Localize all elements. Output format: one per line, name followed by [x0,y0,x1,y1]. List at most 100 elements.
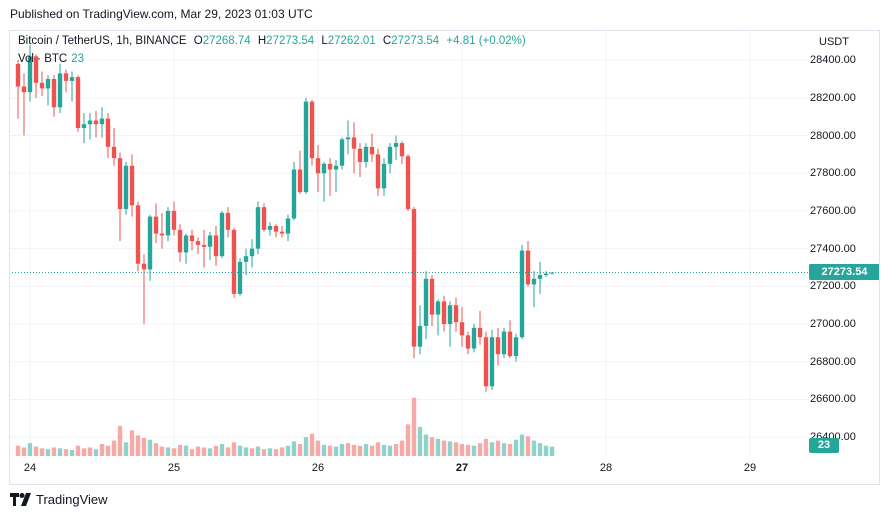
candle-body[interactable] [411,209,417,347]
candle-body[interactable] [195,241,201,245]
candle-body[interactable] [447,305,453,325]
candle-body[interactable] [321,163,327,174]
candle-body[interactable] [453,305,459,323]
candle-body[interactable] [171,210,177,230]
candle-body[interactable] [501,331,507,355]
candle-body[interactable] [489,337,495,387]
candle-body[interactable] [15,63,21,87]
candle-body[interactable] [297,169,303,193]
candle-body[interactable] [375,154,381,189]
candle-body[interactable] [525,250,531,285]
candle-body[interactable] [471,327,477,349]
candle-body[interactable] [111,146,117,159]
candle-body[interactable] [405,156,411,210]
candle-body[interactable] [417,325,423,347]
candle-body[interactable] [159,233,165,236]
candle-body[interactable] [129,165,135,206]
candle-body[interactable] [423,278,429,326]
candle-body[interactable] [27,56,33,93]
candle-body[interactable] [393,143,399,147]
candle-body[interactable] [81,124,87,129]
candle-body[interactable] [147,216,153,270]
candle-body[interactable] [429,278,435,315]
symbol-legend[interactable]: Bitcoin / TetherUS, 1h, BINANCE O27268.7… [18,35,526,47]
candle-body[interactable] [465,335,471,349]
volume-bar [387,445,393,456]
candle-body[interactable] [519,250,525,338]
candle-body[interactable] [123,165,129,210]
candle-body[interactable] [183,235,189,253]
candle-body[interactable] [99,118,105,125]
candle-body[interactable] [285,218,291,234]
candle-body[interactable] [309,101,315,159]
candle-body[interactable] [93,120,99,125]
candle-body[interactable] [201,244,207,247]
candle-body[interactable] [345,137,351,140]
candle-body[interactable] [513,337,519,357]
candle-body[interactable] [141,263,147,270]
candle-body[interactable] [189,235,195,242]
candle-body[interactable] [483,337,489,387]
volume-bar [495,440,501,456]
candle-body[interactable] [339,139,345,166]
candle-body[interactable] [165,210,171,236]
candle-body[interactable] [333,165,339,170]
candle-body[interactable] [291,169,297,219]
candle-body[interactable] [45,79,51,89]
candle-body[interactable] [399,143,405,157]
candle-body[interactable] [255,207,261,249]
candle-body[interactable] [261,207,267,230]
time-tick-label: 27 [455,462,469,474]
candle-body[interactable] [477,327,483,338]
candle-body[interactable] [369,146,375,155]
candle-body[interactable] [69,77,75,81]
candle-body[interactable] [33,56,39,83]
candle-body[interactable] [57,73,63,108]
candle-body[interactable] [543,273,549,276]
candle-body[interactable] [363,146,369,162]
candle-body[interactable] [507,331,513,357]
chart-frame[interactable]: Bitcoin / TetherUS, 1h, BINANCE O27268.7… [9,30,880,485]
candle-body[interactable] [441,301,447,325]
candle-body[interactable] [63,73,69,81]
candle-body[interactable] [435,301,441,315]
candle-body[interactable] [549,272,555,274]
candle-body[interactable] [51,79,57,108]
candle-body[interactable] [267,226,273,230]
candle-body[interactable] [39,82,45,89]
candle-body[interactable] [357,148,363,162]
candle-body[interactable] [387,146,393,164]
candle-body[interactable] [105,118,111,147]
candle-body[interactable] [315,158,321,174]
price-plot[interactable] [9,30,809,456]
volume-bar [183,445,189,456]
candle-body[interactable] [237,261,243,294]
candle-body[interactable] [531,278,537,285]
candle-body[interactable] [75,77,81,129]
candle-body[interactable] [87,120,93,125]
volume-bar [465,444,471,456]
candle-body[interactable] [117,158,123,210]
candle-body[interactable] [327,163,333,170]
candle-body[interactable] [153,216,159,234]
candle-body[interactable] [537,275,543,279]
candle-body[interactable] [303,101,309,193]
candle-body[interactable] [207,235,213,247]
candle-body[interactable] [213,235,219,257]
candle-body[interactable] [459,322,465,336]
candle-body[interactable] [219,212,225,257]
candle-body[interactable] [279,231,285,234]
candle-body[interactable] [231,229,237,294]
candle-body[interactable] [225,212,231,230]
candle-body[interactable] [135,205,141,264]
candle-body[interactable] [495,337,501,355]
volume-legend[interactable]: Vol · BTC 23 [18,53,84,65]
candle-body[interactable] [177,229,183,253]
candle-body[interactable] [381,163,387,189]
candle-body[interactable] [351,137,357,149]
tradingview-logo[interactable]: TradingView [10,492,108,507]
candle-body[interactable] [243,256,249,262]
candle-body[interactable] [21,86,27,93]
candle-body[interactable] [249,248,255,257]
candle-body[interactable] [273,226,279,232]
